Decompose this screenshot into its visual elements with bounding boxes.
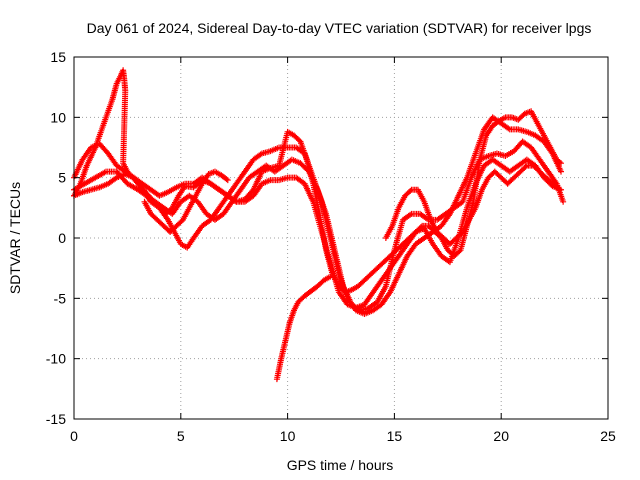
y-tick-label: -5 xyxy=(54,290,67,306)
y-tick-label: -15 xyxy=(46,411,66,427)
x-tick-label: 10 xyxy=(280,428,296,444)
x-tick-label: 20 xyxy=(493,428,509,444)
x-tick-label: 0 xyxy=(70,428,78,444)
marker-path xyxy=(382,162,562,248)
x-tick-label: 15 xyxy=(387,428,403,444)
y-tick-label: 15 xyxy=(50,49,66,65)
y-axis-ticks: -15 -10 -5 0 5 10 15 xyxy=(46,49,608,427)
series-trace-7 xyxy=(382,162,562,248)
y-tick-label: -10 xyxy=(46,351,66,367)
chart-title: Day 061 of 2024, Sidereal Day-to-day VTE… xyxy=(87,20,592,36)
x-axis-ticks: 0 5 10 15 20 25 xyxy=(70,57,616,444)
series-trace-6 xyxy=(141,168,231,235)
y-tick-label: 0 xyxy=(58,230,66,246)
x-axis-label: GPS time / hours xyxy=(287,457,394,473)
marker-path xyxy=(273,273,334,383)
marker-path xyxy=(141,168,231,235)
y-axis-label: SDTVAR / TECUs xyxy=(7,182,23,294)
y-tick-label: 10 xyxy=(50,109,66,125)
data-markers xyxy=(71,67,567,383)
x-tick-label: 5 xyxy=(177,428,185,444)
x-tick-label: 25 xyxy=(600,428,616,444)
y-tick-label: 5 xyxy=(58,170,66,186)
series-trace-5 xyxy=(273,273,334,383)
